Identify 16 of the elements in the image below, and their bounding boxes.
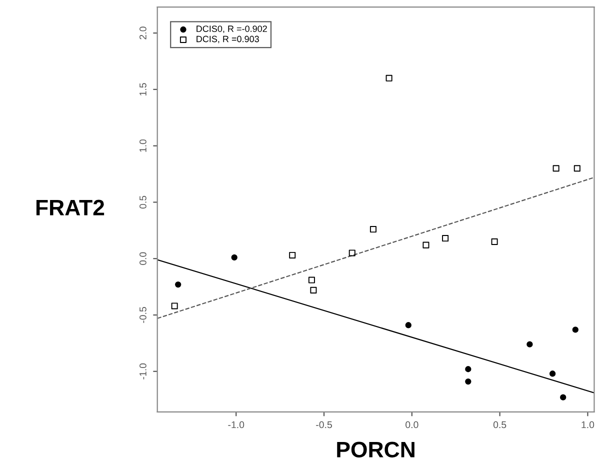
legend-label: DCIS0, R =-0.902 — [196, 26, 267, 34]
x-axis-title: PORCN — [337, 442, 414, 458]
x-tick-label: 1.0 — [582, 421, 594, 428]
y-tick-label: 1.0 — [140, 139, 146, 152]
legend-label: DCIS, R =0.903 — [196, 36, 259, 44]
x-tick-label: -0.5 — [316, 421, 332, 428]
x-tick-label: -1.0 — [228, 421, 244, 428]
y-tick-label: -1.0 — [140, 363, 146, 380]
y-tick-label: 0.0 — [140, 252, 146, 265]
y-axis-title: FRAT2 — [36, 200, 104, 216]
x-tick-label: 0.0 — [406, 421, 418, 428]
x-tick-label: 0.5 — [493, 421, 506, 428]
y-tick-label: 1.5 — [140, 83, 146, 96]
y-tick-label: 2.0 — [140, 26, 146, 40]
y-tick-label: -0.5 — [140, 307, 146, 323]
y-tick-label: 0.5 — [140, 196, 146, 209]
